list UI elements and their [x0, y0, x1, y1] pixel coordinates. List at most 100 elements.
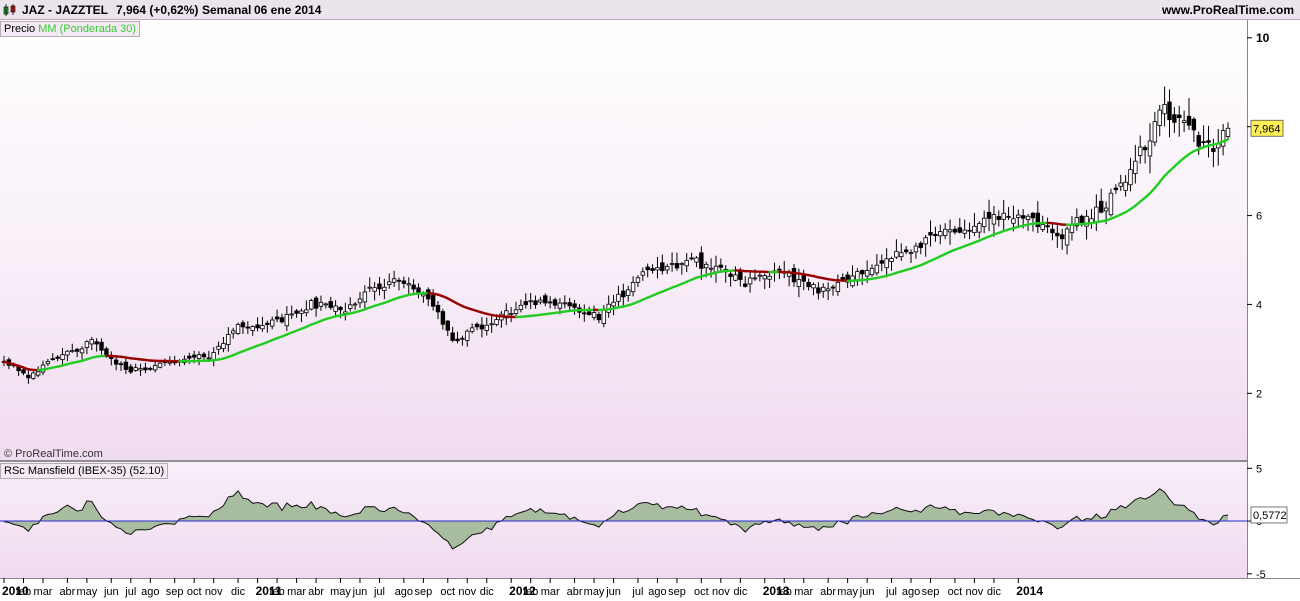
time-axis-label: abr — [308, 586, 324, 598]
candle-body — [938, 232, 942, 236]
candle-body — [392, 279, 396, 283]
candle-body — [1153, 122, 1157, 142]
candle-body — [490, 324, 494, 325]
time-axis-label: ago — [395, 586, 413, 598]
candle — [80, 346, 84, 359]
candle-body — [222, 343, 226, 348]
candle-body — [22, 370, 26, 373]
candle-body — [1226, 128, 1230, 136]
candle — [363, 285, 367, 308]
candle — [124, 358, 128, 375]
candle — [334, 300, 338, 317]
candle-body — [397, 280, 401, 281]
candle-body — [90, 340, 94, 344]
candle — [1168, 90, 1172, 138]
candle — [539, 297, 543, 305]
candle-body — [934, 234, 938, 235]
candle — [461, 336, 465, 346]
candle — [1143, 145, 1147, 163]
candle — [860, 269, 864, 285]
candle-body — [27, 375, 31, 378]
candle-body — [748, 278, 752, 284]
candle — [490, 316, 494, 333]
time-axis-label: jul — [885, 586, 897, 598]
candle-body — [919, 243, 923, 247]
candle-body — [646, 267, 650, 270]
candle — [485, 318, 489, 336]
candle-body — [548, 302, 552, 303]
candle — [968, 223, 972, 240]
candle-body — [700, 253, 704, 269]
time-axis-label: nov — [458, 586, 476, 598]
candle-body — [651, 269, 655, 271]
candle — [378, 277, 382, 295]
candle — [1138, 136, 1142, 164]
candle-body — [266, 323, 270, 324]
candle — [724, 265, 728, 283]
candle — [763, 273, 767, 289]
candle-body — [1138, 147, 1142, 155]
candle-body — [305, 310, 309, 313]
candle — [144, 363, 148, 374]
candle — [929, 220, 933, 246]
candle-body — [1080, 216, 1084, 223]
time-axis-label: mar — [34, 586, 53, 598]
candle-body — [904, 250, 908, 252]
candle-body — [895, 251, 899, 257]
time-axis-label: mar — [794, 586, 813, 598]
candle-body — [495, 320, 499, 325]
candle-body — [929, 232, 933, 235]
candle — [543, 293, 547, 306]
candle-body — [836, 282, 840, 291]
candle — [987, 200, 991, 231]
candle — [592, 305, 596, 320]
candle — [280, 314, 284, 324]
candle-body — [1212, 148, 1216, 151]
candle — [31, 370, 35, 380]
watermark: © ProRealTime.com — [4, 448, 103, 460]
candle-body — [75, 349, 79, 351]
candle-body — [148, 368, 152, 369]
time-axis-label: nov — [966, 586, 984, 598]
candle — [782, 261, 786, 278]
candle — [344, 303, 348, 321]
time-axis-label: feb — [269, 586, 284, 598]
candle-body — [36, 372, 40, 375]
candle-body — [1065, 229, 1069, 245]
candle-body — [61, 355, 65, 360]
candle-body — [977, 224, 981, 232]
rsc-axis-tick-label: 5 — [1256, 463, 1262, 475]
candle — [807, 279, 811, 291]
candle — [314, 296, 318, 317]
candle — [1153, 112, 1157, 146]
candle-body — [270, 320, 274, 326]
candle — [1158, 105, 1162, 136]
time-axis-label: 2014 — [1016, 584, 1043, 598]
price-axis-tick-label: 2 — [1256, 388, 1262, 400]
candle-body — [1002, 213, 1006, 219]
candle-body — [246, 327, 250, 328]
candle-body — [100, 342, 104, 350]
candle-body — [592, 313, 596, 318]
candle — [529, 293, 533, 309]
candle-body — [899, 253, 903, 257]
candle-body — [1197, 135, 1201, 146]
candle — [646, 263, 650, 277]
candle — [626, 286, 630, 302]
candle-body — [982, 218, 986, 226]
candle-body — [587, 312, 591, 315]
candle-body — [543, 296, 547, 303]
time-axis-label: sep — [922, 586, 940, 598]
candle-body — [1221, 131, 1225, 147]
time-axis-label: sep — [415, 586, 433, 598]
time-axis-label: ago — [141, 586, 159, 598]
candle — [597, 312, 601, 323]
candle — [41, 361, 45, 375]
candle-body — [690, 258, 694, 259]
candle-body — [387, 282, 391, 285]
candle-body — [597, 314, 601, 319]
time-axis-label: may — [584, 586, 605, 598]
candle — [1090, 209, 1094, 229]
candle-body — [1202, 142, 1206, 143]
